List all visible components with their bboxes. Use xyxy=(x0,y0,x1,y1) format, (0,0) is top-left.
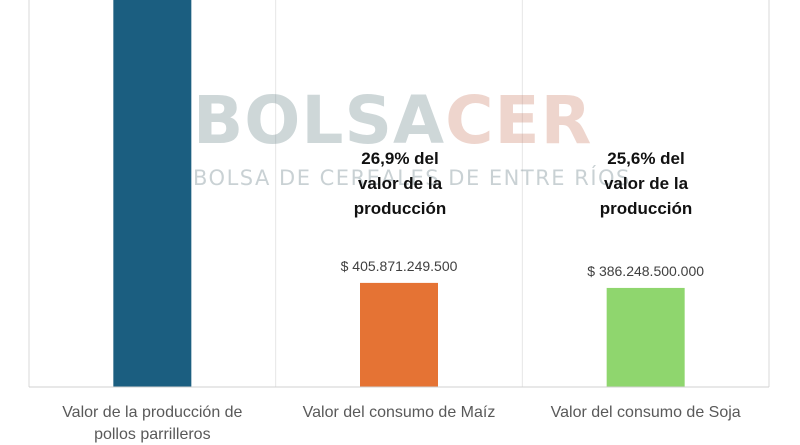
watermark-subtitle: BOLSA DE CEREALES DE ENTRE RÍOS xyxy=(193,166,631,190)
annotation-line: valor de la xyxy=(603,174,689,193)
category-label: Valor del consumo de Maíz xyxy=(303,404,496,421)
annotation-line: 26,9% del xyxy=(361,149,439,168)
annotation-soja: 25,6% del valor de la producción xyxy=(566,146,726,221)
bar-1 xyxy=(113,0,192,387)
annotation-line: valor de la xyxy=(357,174,443,193)
category-label: Valor del consumo de Soja xyxy=(551,404,741,421)
category-label: pollos parrilleros xyxy=(94,426,211,443)
data-label-3: $ 386.248.500.000 xyxy=(587,263,704,279)
annotation-line: producción xyxy=(353,199,447,218)
annotation-maiz: 26,9% del valor de la producción xyxy=(320,146,480,221)
category-label: Valor de la producción de xyxy=(62,404,242,421)
annotation-line: producción xyxy=(599,199,693,218)
bar-3 xyxy=(606,287,685,387)
bar-2 xyxy=(360,282,438,387)
watermark-logo: BOLSACER xyxy=(193,82,593,159)
annotation-line: 25,6% del xyxy=(607,149,685,168)
data-label-2: $ 405.871.249.500 xyxy=(341,258,458,274)
